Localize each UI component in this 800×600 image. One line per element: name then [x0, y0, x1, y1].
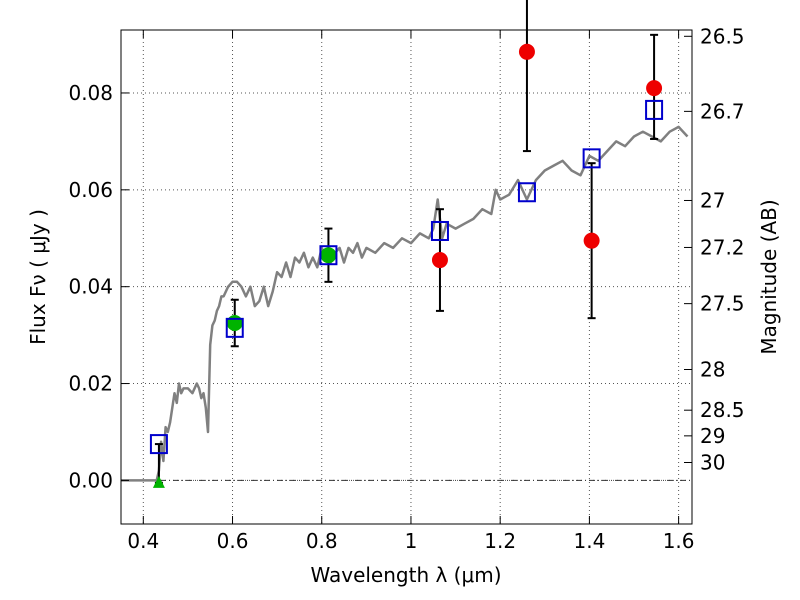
right-axis-label: Magnitude (AB)	[757, 199, 781, 354]
x-axis-label: Wavelength λ (μm)	[310, 563, 501, 587]
model-square-point	[225, 317, 244, 338]
model-square-point	[582, 148, 601, 169]
right-tick-label: 30	[700, 450, 725, 474]
y-tick-label: 0.04	[68, 275, 113, 299]
right-tick-label: 27.5	[700, 292, 745, 316]
right-tick-label: 26.7	[700, 99, 745, 123]
x-tick-label: 1.2	[484, 529, 516, 553]
y-axis-label: Flux Fν ( μJy )	[26, 209, 50, 345]
right-tick-label: 28	[700, 358, 725, 382]
model-square-point	[149, 434, 168, 455]
x-tick-label: 1.6	[663, 529, 695, 553]
filled-circle-point	[226, 315, 243, 332]
y-tick-label: 0.06	[68, 178, 113, 202]
y-axis-ticks: 0.00 0.02 0.04 0.06 0.08	[68, 81, 129, 492]
data-markers	[149, 0, 664, 488]
right-tick-label: 29	[700, 424, 725, 448]
model-square-point	[517, 182, 536, 203]
right-tick-label: 28.5	[700, 398, 745, 422]
y-tick-label: 0.02	[68, 372, 113, 396]
plot-area	[121, 30, 692, 524]
filled-circle-point	[518, 43, 535, 60]
model-square-point	[430, 220, 449, 241]
x-tick-label: 1	[405, 529, 418, 553]
model-spectrum-line	[121, 125, 689, 482]
model-square-point	[645, 99, 664, 120]
right-tick-label: 27.2	[700, 235, 745, 259]
filled-circle-point	[583, 232, 600, 249]
model-square-point	[319, 245, 338, 266]
filled-circle-point	[431, 252, 448, 269]
x-axis-ticks: 0.4 0.6 0.8 1 1.2 1.4 1.6	[127, 30, 695, 553]
x-tick-label: 0.4	[127, 529, 159, 553]
y-tick-label: 0.08	[68, 81, 113, 105]
x-tick-label: 0.8	[306, 529, 338, 553]
right-tick-label: 27	[700, 188, 725, 212]
x-tick-label: 0.6	[217, 529, 249, 553]
filled-circle-point	[646, 80, 663, 97]
plot-frame	[120, 29, 693, 525]
y-tick-label: 0.00	[68, 468, 113, 492]
upper-limit-triangle-point	[152, 475, 165, 488]
x-tick-label: 1.4	[573, 529, 605, 553]
filled-circle-point	[320, 247, 337, 264]
right-tick-label: 26.5	[700, 24, 745, 48]
